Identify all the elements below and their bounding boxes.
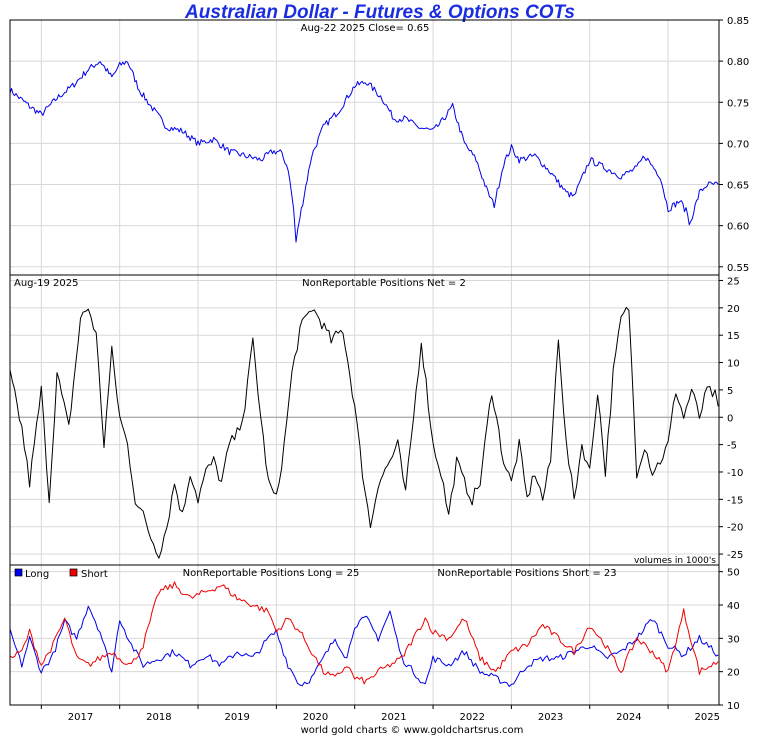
y-tick-label: 10 bbox=[727, 701, 740, 712]
x-tick-label: 2023 bbox=[538, 712, 563, 723]
y-tick-label: 0.65 bbox=[727, 181, 749, 192]
y-tick-label: 0.60 bbox=[727, 222, 749, 233]
price-annotation: Aug-22 2025 Close= 0.65 bbox=[301, 23, 430, 34]
chart-title: Australian Dollar - Futures & Options CO… bbox=[185, 2, 575, 23]
net-date-annotation: Aug-19 2025 bbox=[14, 278, 79, 289]
x-tick-label: 2021 bbox=[381, 712, 406, 723]
x-tick-label: 2019 bbox=[224, 712, 249, 723]
legend-long-label: Long bbox=[25, 569, 49, 580]
net-positions-line bbox=[9, 306, 719, 559]
y-tick-label: 15 bbox=[727, 331, 740, 342]
price-line bbox=[9, 60, 719, 243]
y-tick-label: 30 bbox=[727, 634, 740, 645]
y-tick-label: 0 bbox=[727, 413, 733, 424]
legend-short-label: Short bbox=[81, 569, 108, 580]
y-tick-label: 10 bbox=[727, 359, 740, 370]
panel-frame bbox=[9, 564, 720, 706]
x-tick-label: 2017 bbox=[68, 712, 93, 723]
x-tick-label: 2025 bbox=[695, 712, 720, 723]
y-tick-label: -20 bbox=[727, 523, 743, 534]
y-tick-label: 0.70 bbox=[727, 139, 749, 150]
y-tick-label: 20 bbox=[727, 304, 740, 315]
net-panel-title: NonReportable Positions Net = 2 bbox=[302, 278, 466, 289]
y-tick-label: -10 bbox=[727, 468, 743, 479]
short-panel-title: NonReportable Positions Short = 23 bbox=[437, 568, 616, 579]
x-tick-label: 2020 bbox=[303, 712, 328, 723]
x-tick-label: 2024 bbox=[616, 712, 641, 723]
legend-short-swatch bbox=[69, 568, 78, 577]
x-tick-label: 2018 bbox=[146, 712, 171, 723]
y-tick-label: -25 bbox=[727, 550, 743, 561]
footer-credit: world gold charts © www.goldchartsrus.co… bbox=[301, 725, 524, 735]
y-tick-label: 50 bbox=[727, 568, 740, 579]
panel-frame bbox=[9, 274, 720, 566]
y-tick-label: 5 bbox=[727, 386, 733, 397]
volumes-note: volumes in 1000's bbox=[634, 556, 716, 566]
long-panel-title: NonReportable Positions Long = 25 bbox=[183, 568, 360, 579]
y-tick-label: 0.80 bbox=[727, 57, 749, 68]
long-series-line bbox=[9, 605, 719, 687]
panel-frame bbox=[9, 19, 720, 276]
y-tick-label: 0.75 bbox=[727, 98, 749, 109]
y-tick-label: 20 bbox=[727, 668, 740, 679]
y-tick-label: 0.85 bbox=[727, 16, 749, 27]
x-tick-label: 2022 bbox=[459, 712, 484, 723]
y-tick-label: 40 bbox=[727, 601, 740, 612]
legend-long-swatch bbox=[14, 568, 23, 577]
y-tick-label: 0.55 bbox=[727, 263, 749, 274]
y-tick-label: -5 bbox=[727, 441, 737, 452]
y-tick-label: -15 bbox=[727, 495, 743, 506]
y-tick-label: 25 bbox=[727, 276, 740, 287]
short-series-line bbox=[9, 581, 719, 685]
